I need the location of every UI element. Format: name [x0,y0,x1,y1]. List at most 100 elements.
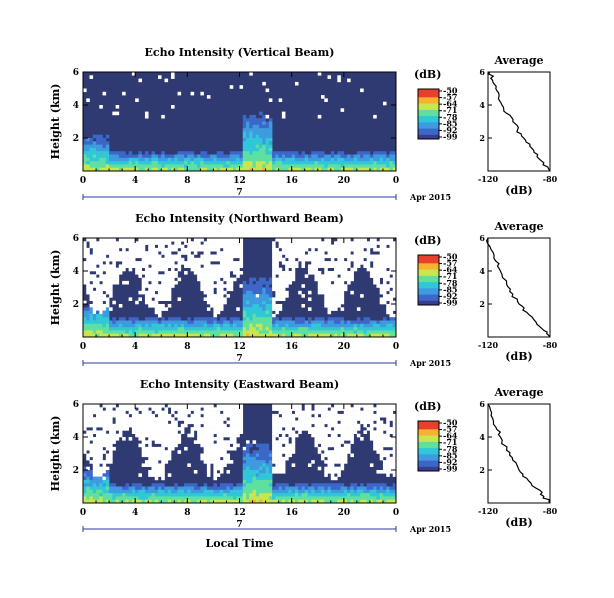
heatmap-cell [386,470,390,474]
heatmap-cell [275,427,279,431]
heatmap-cell [219,496,224,500]
heatmap-cell [330,274,335,278]
heatmap-cell [190,254,195,259]
heatmap-cell [177,427,182,431]
heatmap-cell [353,404,358,408]
heatmap-cell [382,493,387,497]
heatmap-cell [311,164,315,168]
heatmap-cell [392,333,397,338]
heatmap-cell [102,466,107,471]
heatmap-cell [360,323,364,328]
heatmap-cell [105,496,110,500]
heatmap-cell [275,486,279,491]
heatmap-cell [157,453,162,458]
heatmap-cell [301,251,306,255]
heatmap-cell [193,423,198,428]
heatmap-cell [99,410,103,415]
heatmap-cell [239,323,244,328]
heatmap-cell [144,251,149,255]
heatmap-cell [314,320,319,325]
heatmap-cell [268,473,273,477]
heatmap-cell [288,407,292,411]
heatmap-cell [392,271,397,275]
heatmap-cell [109,238,113,242]
heatmap-cell [373,489,377,494]
heatmap-cell [177,317,182,321]
heatmap-cell [236,496,240,500]
heatmap-cell [268,307,273,311]
heatmap-cell [109,460,113,464]
heatmap-cell [376,264,380,268]
heatmap-cell [109,493,113,497]
heatmap-cell [382,320,387,325]
heatmap-cell [255,307,260,311]
heatmap-cell [203,427,208,431]
heatmap-cell [167,320,172,325]
heatmap-cell [144,420,149,425]
heatmap-cell [206,161,211,165]
heatmap-cell [281,238,286,242]
average-title: Average [493,54,543,67]
heatmap-cell [171,284,175,288]
heatmap-cell [363,167,367,172]
heatmap-cell [350,327,354,331]
heatmap-cell [379,271,384,275]
heatmap-cell [229,244,234,249]
heatmap-cell [259,124,263,129]
heatmap-cell [99,271,103,275]
heatmap-cell [327,261,332,265]
heatmap-cell [252,327,257,331]
heatmap-cell [216,304,221,308]
heatmap-cell [177,267,182,272]
heatmap-cell [259,499,263,504]
heatmap-cell [92,238,97,242]
heatmap-cell [379,433,384,438]
heatmap-cell [337,78,341,83]
heatmap-cell [334,450,338,454]
heatmap-cell [321,456,325,461]
heatmap-cell [389,456,394,461]
heatmap-cell [268,323,273,328]
heatmap-cell [236,499,240,504]
heatmap-cell [275,257,279,262]
heatmap-cell [350,423,354,428]
heatmap-cell [369,254,374,259]
heatmap-cell [112,483,116,487]
heatmap-cell [291,277,296,282]
heatmap-cell [148,251,152,255]
heatmap-cell [347,241,351,245]
heatmap-cell [83,307,87,311]
heatmap-cell [171,430,175,434]
heatmap-cell [294,496,299,500]
average-y-tick-label: 2 [479,133,485,143]
heatmap-cell [324,157,328,162]
heatmap-cell [291,157,296,162]
heatmap-cell [307,407,312,411]
heatmap-cell [151,271,156,275]
heatmap-cell [180,427,185,431]
heatmap-cell [343,244,348,249]
heatmap-cell [229,460,234,464]
heatmap-cell [392,300,397,305]
heatmap-cell [125,499,129,504]
heatmap-cell [174,413,178,418]
heatmap-cell [301,294,306,298]
heatmap-cell [229,261,234,265]
colorbar-tick-label: -99 [443,464,458,474]
heatmap-cell [161,294,165,298]
heatmap-cell [268,138,273,142]
heatmap-cell [171,420,175,425]
heatmap-cell [131,430,136,434]
heatmap-cell [164,257,169,262]
heatmap-cell [102,244,107,249]
heatmap-cell [210,489,214,494]
heatmap-cell [356,410,361,415]
heatmap-cell [389,437,394,441]
heatmap-cell [122,489,126,494]
heatmap-cell [219,274,224,278]
heatmap-cell [363,317,367,321]
heatmap-cell [151,261,156,265]
heatmap-cell [184,489,188,494]
heatmap-cell [298,251,302,255]
heatmap-cell [324,167,328,172]
